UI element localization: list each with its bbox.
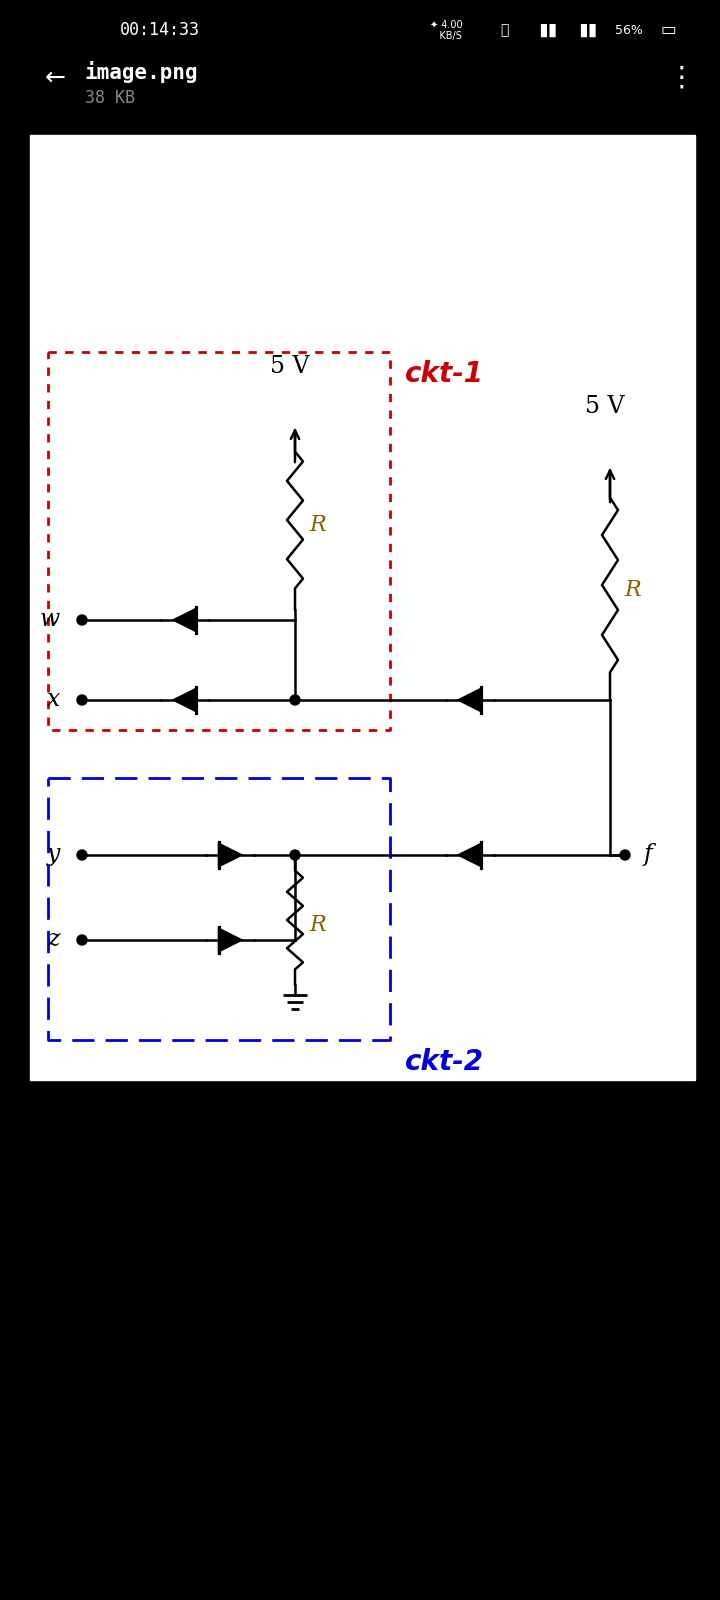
Circle shape (77, 614, 87, 626)
Circle shape (290, 850, 300, 861)
Text: image.png: image.png (85, 61, 199, 83)
Text: 5 V: 5 V (585, 395, 625, 418)
Text: f: f (643, 843, 652, 867)
Text: ⋮: ⋮ (667, 64, 695, 91)
Circle shape (290, 694, 300, 706)
Text: R: R (624, 579, 641, 602)
Polygon shape (459, 845, 481, 866)
Text: ▋▋: ▋▋ (540, 24, 559, 37)
Text: y: y (47, 843, 60, 867)
Text: z: z (48, 928, 60, 952)
Text: ✦ 4.00
   KB/S: ✦ 4.00 KB/S (430, 19, 463, 40)
Circle shape (77, 934, 87, 946)
Text: 00:14:33: 00:14:33 (120, 21, 200, 38)
Text: ckt-1: ckt-1 (405, 360, 484, 387)
Text: ckt-2: ckt-2 (405, 1048, 484, 1075)
Polygon shape (459, 690, 481, 710)
Circle shape (77, 850, 87, 861)
Polygon shape (219, 930, 241, 950)
Text: 56%: 56% (615, 24, 643, 37)
Circle shape (77, 694, 87, 706)
Circle shape (620, 850, 630, 861)
Text: ▋▋: ▋▋ (580, 24, 599, 37)
Text: 5 V: 5 V (270, 355, 310, 378)
Text: R: R (309, 514, 325, 536)
Text: w: w (40, 608, 60, 632)
Polygon shape (219, 845, 241, 866)
Text: x: x (47, 688, 60, 712)
Text: ▭: ▭ (660, 21, 676, 38)
FancyBboxPatch shape (30, 134, 695, 1080)
Text: 38 KB: 38 KB (85, 90, 135, 107)
Text: ⌾: ⌾ (500, 22, 508, 37)
Text: R: R (309, 914, 325, 936)
Text: ←: ← (45, 66, 66, 90)
Polygon shape (174, 610, 196, 630)
Polygon shape (174, 690, 196, 710)
